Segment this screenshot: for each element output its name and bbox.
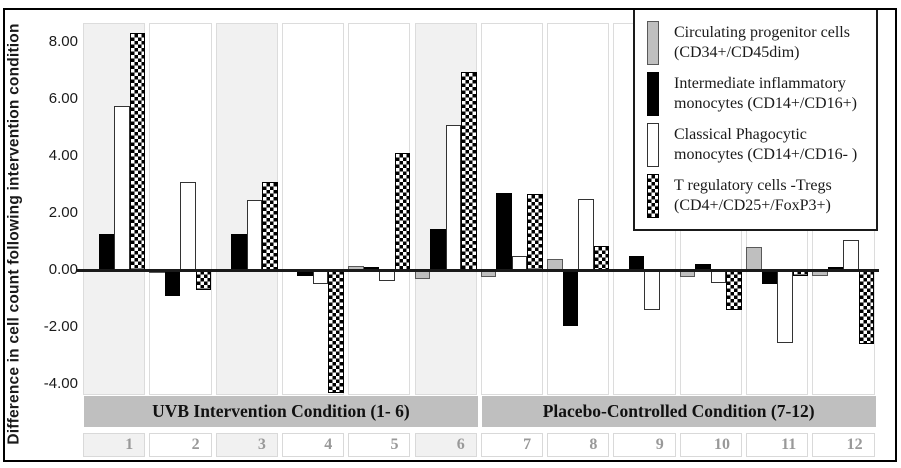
category-cell: 5 bbox=[348, 433, 411, 457]
bar-checker-group-7 bbox=[527, 194, 543, 270]
legend-item-label: Intermediate inflammatory monocytes (CD14… bbox=[674, 75, 857, 112]
bar-checker-group-8 bbox=[593, 245, 610, 270]
bar-gray-group-11 bbox=[746, 247, 762, 270]
category-cell: 4 bbox=[281, 433, 345, 457]
bar-checker-group-5 bbox=[394, 153, 411, 270]
legend-item: Circulating progenitor cells (CD34+/CD45d… bbox=[647, 21, 868, 65]
bar-white-group-8 bbox=[578, 198, 594, 270]
y-tick-label: 8.00 bbox=[48, 33, 78, 50]
y-tick-label: -4.00 bbox=[43, 375, 78, 392]
category-cell: 6 bbox=[414, 433, 477, 457]
bar-checker-group-12 bbox=[858, 270, 875, 345]
category-cell: 1 bbox=[83, 433, 146, 457]
y-axis-title: Difference in cell count following inter… bbox=[0, 10, 30, 458]
bar-black-group-6 bbox=[430, 228, 446, 270]
bar-checker-group-2 bbox=[195, 270, 212, 290]
bar-white-group-3 bbox=[246, 200, 263, 270]
legend-item: T regulatory cells -Tregs (CD4+/CD25+/Fox… bbox=[647, 174, 868, 218]
legend-swatch-gray bbox=[647, 21, 659, 65]
y-tick-label: 0.00 bbox=[48, 261, 78, 278]
category-cell: 11 bbox=[746, 433, 809, 457]
legend-item: Classical Phagocytic monocytes (CD14+/CD1… bbox=[647, 123, 868, 167]
bar-white-group-10 bbox=[710, 270, 727, 283]
legend-item-label: Circulating progenitor cells (CD34+/CD45d… bbox=[674, 24, 850, 61]
category-cell: 7 bbox=[480, 433, 544, 457]
bar-white-group-12 bbox=[843, 240, 859, 270]
y-tick-label: 2.00 bbox=[48, 204, 78, 221]
y-axis-title-text: Difference in cell count following inter… bbox=[6, 23, 23, 445]
bar-checker-group-3 bbox=[262, 181, 278, 270]
bar-white-group-9 bbox=[644, 270, 660, 310]
bar-checker-group-1 bbox=[129, 33, 145, 270]
bar-checker-group-4 bbox=[328, 270, 344, 393]
category-cell: 2 bbox=[149, 433, 212, 457]
bar-black-group-2 bbox=[164, 270, 181, 296]
bar-black-group-3 bbox=[231, 234, 247, 270]
legend-item-label: Classical Phagocytic monocytes (CD14+/CD1… bbox=[674, 126, 858, 163]
condition-band: UVB Intervention Condition (1- 6) bbox=[84, 396, 478, 427]
legend: Circulating progenitor cells (CD34+/CD45d… bbox=[633, 8, 878, 231]
bar-white-group-11 bbox=[777, 270, 793, 343]
condition-band-label: Placebo-Controlled Condition (7-12) bbox=[542, 401, 815, 421]
condition-band: Placebo-Controlled Condition (7-12) bbox=[481, 396, 876, 427]
category-cell: 3 bbox=[215, 433, 278, 457]
category-cell: 8 bbox=[547, 433, 610, 457]
condition-band-label: UVB Intervention Condition (1- 6) bbox=[152, 401, 410, 421]
y-tick-label: 4.00 bbox=[48, 147, 78, 164]
y-tick-label: 6.00 bbox=[48, 90, 78, 107]
legend-item: Intermediate inflammatory monocytes (CD14… bbox=[647, 72, 868, 116]
category-cell: 10 bbox=[679, 433, 742, 457]
zero-baseline bbox=[76, 268, 879, 272]
category-cell: 9 bbox=[613, 433, 676, 457]
legend-swatch-black bbox=[647, 72, 659, 116]
bar-black-group-1 bbox=[98, 234, 114, 270]
bar-white-group-6 bbox=[445, 124, 461, 270]
bar-black-group-8 bbox=[562, 270, 579, 326]
bar-checker-group-6 bbox=[461, 71, 477, 270]
bar-white-group-4 bbox=[312, 270, 329, 285]
bar-white-group-2 bbox=[180, 181, 196, 270]
bar-white-group-5 bbox=[379, 270, 395, 282]
bar-white-group-1 bbox=[114, 106, 130, 270]
y-tick-label: -2.00 bbox=[43, 318, 78, 335]
bar-checker-group-10 bbox=[726, 270, 742, 310]
bar-black-group-7 bbox=[496, 193, 512, 270]
legend-swatch-checker bbox=[647, 174, 659, 218]
bar-black-group-11 bbox=[761, 270, 777, 285]
legend-swatch-white bbox=[647, 123, 659, 167]
category-cell: 12 bbox=[812, 433, 875, 457]
legend-item-label: T regulatory cells -Tregs (CD4+/CD25+/Fox… bbox=[674, 177, 832, 214]
